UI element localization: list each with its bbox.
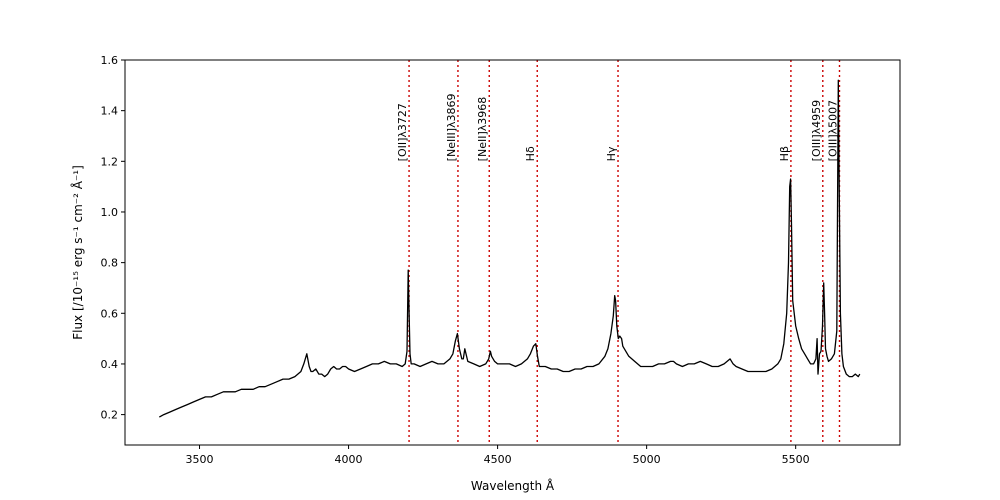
emission-line-label: [OIII]λ5007: [826, 100, 839, 161]
emission-line-label: [OII]λ3727: [396, 103, 409, 161]
y-tick-label: 1.4: [101, 105, 119, 118]
x-axis-title: Wavelength Å: [471, 478, 555, 493]
spectrum-series: [158, 79, 861, 418]
x-tick-label: 4000: [335, 453, 363, 466]
y-tick-label: 0.8: [101, 257, 119, 270]
emission-line-label: [NeIII]λ3869: [445, 93, 458, 161]
emission-lines: [OII]λ3727 [NeIII]λ3869 [NeII]λ3968 Hδ Hγ Hβ […: [396, 60, 841, 445]
emission-line-label: Hγ: [605, 146, 618, 161]
x-tick-label: 4500: [484, 453, 512, 466]
x-axis: 3500 4000 4500 5000 5500: [186, 445, 810, 466]
plot-frame: [124, 59, 901, 446]
x-tick-label: 5000: [633, 453, 661, 466]
spectrum-line: [158, 79, 861, 418]
y-tick-label: 0.4: [101, 358, 119, 371]
emission-line-label: Hδ: [524, 146, 537, 161]
y-tick-label: 1.6: [101, 54, 119, 67]
y-tick-label: 0.2: [101, 409, 119, 422]
y-tick-label: 0.6: [101, 307, 119, 320]
x-tick-label: 3500: [186, 453, 214, 466]
y-tick-label: 1.0: [101, 206, 119, 219]
x-tick-label: 5500: [782, 453, 810, 466]
emission-line-label: Hβ: [778, 146, 791, 161]
emission-line-label: [OIII]λ4959: [810, 100, 823, 161]
emission-line-label: [NeII]λ3968: [476, 97, 489, 162]
y-tick-label: 1.2: [101, 155, 119, 168]
y-axis: 0.2 0.4 0.6 0.8 1.0 1.2 1.4 1.6: [101, 54, 125, 422]
y-axis-title: Flux [/10⁻¹⁵ erg s⁻¹ cm⁻² Å⁻¹]: [70, 165, 85, 340]
